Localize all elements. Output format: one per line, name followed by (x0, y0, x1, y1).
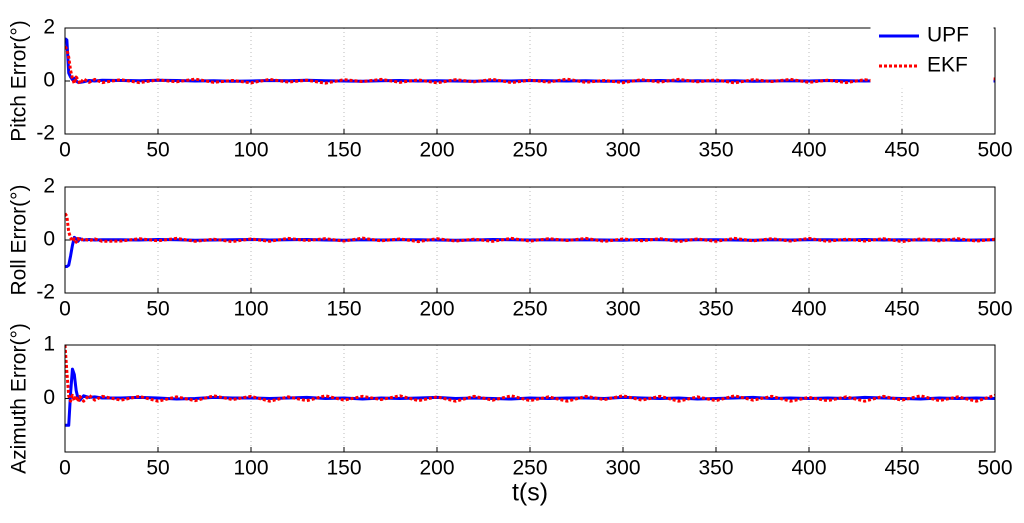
x-tick-label: 0 (59, 298, 71, 321)
legend-label: EKF (927, 54, 968, 77)
x-tick-label: 500 (977, 139, 1012, 162)
x-tick-label: 200 (419, 457, 454, 480)
series-line (65, 212, 995, 244)
x-tick-label: 350 (698, 139, 733, 162)
y-tick-label: 0 (43, 386, 55, 409)
x-tick-label: 450 (884, 457, 919, 480)
y-axis-label: Azimuth Error(°) (8, 323, 31, 474)
x-tick-label: 50 (146, 298, 169, 321)
plot-area (65, 345, 995, 427)
axes-frame (64, 186, 996, 294)
x-tick-label: 150 (326, 457, 361, 480)
x-tick-label: 100 (233, 457, 268, 480)
y-tick-label: 2 (43, 175, 55, 198)
x-tick-label: 250 (512, 298, 547, 321)
x-tick-label: 350 (698, 298, 733, 321)
x-tick-label: 450 (884, 298, 919, 321)
axes-frame (64, 344, 996, 453)
x-tick-label: 400 (791, 298, 826, 321)
series-line (65, 37, 995, 84)
x-tick-label: 0 (59, 139, 71, 162)
y-tick-label: 1 (43, 333, 55, 356)
x-tick-label: 400 (791, 139, 826, 162)
series-line (65, 367, 995, 427)
x-tick-label: 0 (59, 457, 71, 480)
y-tick-label: -2 (36, 281, 55, 304)
y-tick-label: 2 (43, 16, 55, 39)
x-tick-label: 400 (791, 457, 826, 480)
x-tick-label: 100 (233, 139, 268, 162)
axes-frame (64, 27, 996, 135)
x-tick-label: 300 (605, 457, 640, 480)
x-tick-label: 200 (419, 139, 454, 162)
y-axis-label: Pitch Error(°) (8, 20, 31, 142)
plot-area (65, 37, 995, 86)
x-tick-label: 150 (326, 298, 361, 321)
x-tick-label: 50 (146, 139, 169, 162)
plot-area (65, 212, 995, 268)
x-tick-label: 200 (419, 298, 454, 321)
y-axis-label: Roll Error(°) (8, 184, 31, 295)
series-line (65, 45, 995, 86)
legend-label: UPF (927, 24, 969, 47)
x-tick-label: 450 (884, 139, 919, 162)
x-tick-label: 300 (605, 139, 640, 162)
x-tick-label: 500 (977, 457, 1012, 480)
y-tick-label: 0 (43, 228, 55, 251)
x-tick-label: 150 (326, 139, 361, 162)
x-tick-label: 350 (698, 457, 733, 480)
y-tick-label: -2 (36, 122, 55, 145)
x-tick-label: 50 (146, 457, 169, 480)
x-tick-label: 100 (233, 298, 268, 321)
legend-box (870, 13, 994, 89)
x-axis-label: t(s) (512, 479, 548, 507)
x-tick-label: 250 (512, 457, 547, 480)
x-tick-label: 300 (605, 298, 640, 321)
y-tick-label: 0 (43, 69, 55, 92)
x-tick-label: 250 (512, 139, 547, 162)
x-tick-label: 500 (977, 298, 1012, 321)
